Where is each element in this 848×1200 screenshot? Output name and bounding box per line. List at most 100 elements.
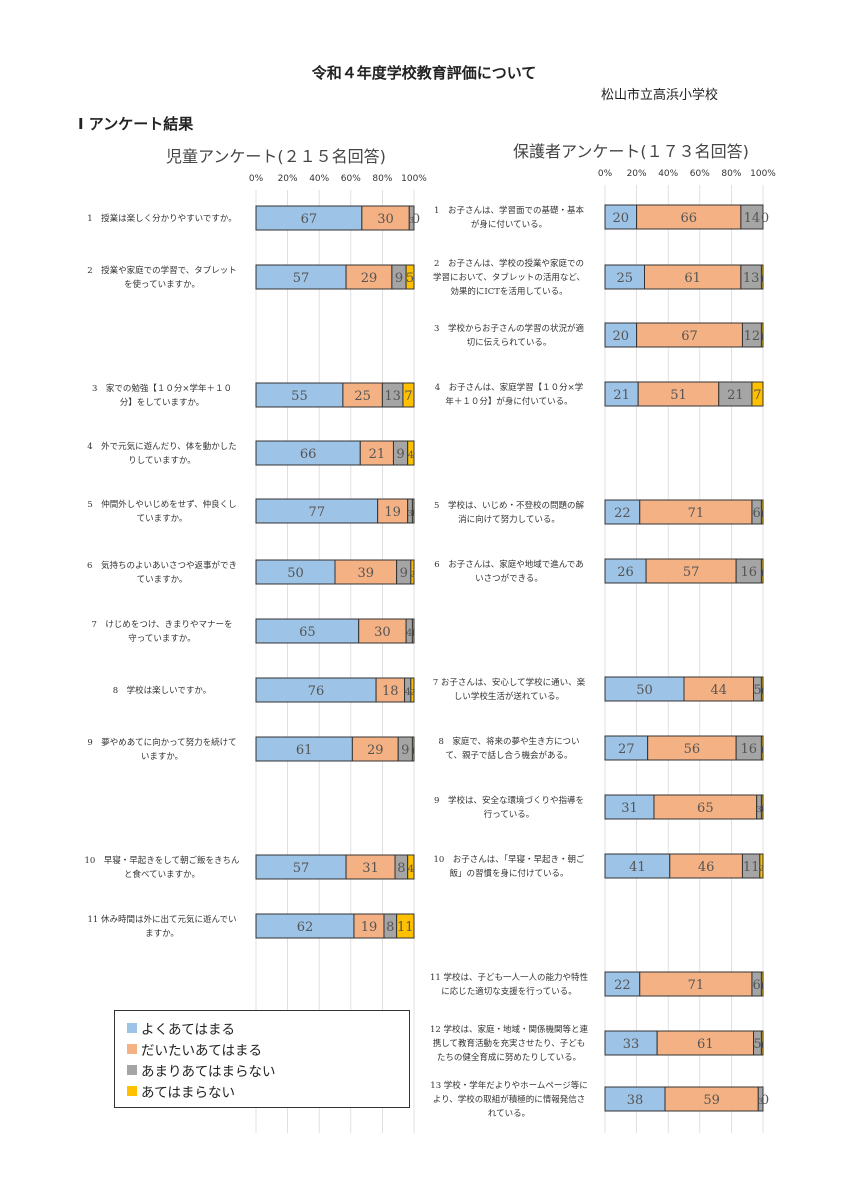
x-tick-label: 100% <box>750 169 776 179</box>
bar-segment <box>255 736 353 762</box>
question-label: 13 学校・学年だよりやホームページ等により、学校の取組が積極的に情報発信されて… <box>430 1080 587 1119</box>
data-label: 67 <box>301 212 318 227</box>
x-tick-label: 40% <box>658 169 678 179</box>
bar-row: 8 家庭で、将来の夢や生き方について、親子で話し合う機会がある。 27 56 16 1 <box>438 735 765 761</box>
legend-item-atehamaranai: あてはまらない <box>115 1080 409 1101</box>
data-label: 2 <box>410 688 415 697</box>
data-label: 5 <box>753 683 761 698</box>
bar-row: 1 授業は楽しく分かりやすいですか。 67 30 30 <box>87 205 420 231</box>
data-label: 1 <box>760 805 765 814</box>
question-label: 4 お子さんは、家庭学習【１０分×学年＋１０分】が身に付いている。 <box>435 382 584 407</box>
x-tick-label: 100% <box>401 174 427 184</box>
bar-segment <box>760 499 764 525</box>
data-label: 0 <box>761 1093 769 1108</box>
data-label: 16 <box>741 742 758 757</box>
bar-segment <box>604 499 641 525</box>
data-label: 55 <box>291 389 308 404</box>
data-label: 61 <box>684 271 701 286</box>
bar-segment <box>664 1086 759 1112</box>
bar-segment <box>636 204 742 230</box>
bar-row: 12 学校は、家庭・地域・関係機関等と連携して教育活動を充実させたり、子どもたち… <box>430 1024 765 1063</box>
data-label: 1 <box>760 569 765 578</box>
question-label: 6 気持ちのよいあいさつや返事ができていますか。 <box>87 560 237 585</box>
bar-segment <box>759 853 764 879</box>
data-label: 19 <box>384 505 401 520</box>
data-label: 13 <box>384 389 401 404</box>
data-label: 1 <box>411 747 416 756</box>
bar-segment <box>410 677 415 703</box>
bar-segment <box>407 854 415 880</box>
data-label: 21 <box>369 447 386 462</box>
bar-segment <box>604 322 638 348</box>
bar-row: 1 お子さんは、学習面での基礎・基本が身に付いている。 20 66 14 0 <box>434 204 769 230</box>
bar-segment <box>604 676 685 702</box>
data-label: 14 <box>744 211 761 226</box>
data-label: 76 <box>308 684 325 699</box>
data-label: 41 <box>629 860 646 875</box>
data-label: 1 <box>760 982 765 991</box>
bar-segment <box>411 736 415 762</box>
data-label: 7 <box>404 389 412 404</box>
x-tick-label: 0% <box>249 174 264 184</box>
question-label: 2 お子さんは、学校の授業や家庭での学習において、タブレットの活用など、効果的に… <box>433 258 585 297</box>
question-label: 11 学校は、子ども一人一人の能力や特性に応じた適切な支援を行っている。 <box>430 972 589 997</box>
data-label: 1 <box>760 687 765 696</box>
data-label: 3 <box>757 805 762 814</box>
bar-row: 10 早寝・早起きをして朝ご飯をきちんと食べていますか。 57 31 8 4 <box>84 854 415 880</box>
bar-row: 3 学校からお子さんの学習の状況が適切に伝えられている。 20 67 12 1 <box>434 322 765 348</box>
bar-segment <box>645 558 737 584</box>
question-label: 6 お子さんは、家庭や地域で進んであいさつができる。 <box>434 559 583 584</box>
data-label: 9 <box>395 271 403 286</box>
question-label: 12 学校は、家庭・地域・関係機関等と連携して教育活動を充実させたり、子どもたち… <box>430 1024 589 1063</box>
bar-row: 13 学校・学年だよりやホームページ等により、学校の取組が積極的に情報発信されて… <box>430 1080 769 1119</box>
parent-chart-group: 0% 20% 40% 60% 80% 100% 1 お子さんは、学習面での基礎・基本が身に付… <box>430 169 776 1133</box>
data-label: 57 <box>683 565 700 580</box>
x-tick-label: 0% <box>598 169 613 179</box>
data-label: 77 <box>309 505 326 520</box>
bar-row: 11 学校は、子ども一人一人の能力や特性に応じた適切な支援を行っている。 22 71… <box>430 971 765 997</box>
data-label: 66 <box>680 211 697 226</box>
bar-segment <box>669 853 743 879</box>
x-tick-label: 80% <box>721 169 741 179</box>
data-label: 12 <box>744 329 761 344</box>
bar-segment <box>735 558 762 584</box>
bar-segment <box>255 618 360 644</box>
bar-row: 11 休み時間は外に出て元気に遊んでいますか。 62 19 8 11 <box>87 913 415 939</box>
bar-segment <box>411 498 415 524</box>
data-label: 38 <box>627 1093 644 1108</box>
bar-segment <box>255 440 361 466</box>
legend-label: だいたいあてはまる <box>141 1042 262 1059</box>
data-label: 62 <box>297 920 314 935</box>
data-label: 1 <box>760 510 765 519</box>
x-tick-label: 40% <box>309 174 329 184</box>
bar-segment <box>255 264 347 290</box>
data-label: 22 <box>614 978 631 993</box>
data-label: 27 <box>618 742 635 757</box>
bar-row: 10 お子さんは、「早寝・早起き・朝ご飯」の習慣を身に付けている。 41 46 11 2 <box>433 853 764 879</box>
question-label: 1 お子さんは、学習面での基礎・基本が身に付いている。 <box>434 205 584 230</box>
question-label: 3 学校からお子さんの学習の状況が適切に伝えられている。 <box>434 323 584 348</box>
bar-row: 5 仲間外しやいじめをせず、仲良くしていますか。 77 19 31 <box>87 498 416 524</box>
legend-swatch <box>127 1043 137 1054</box>
bar-segment <box>639 971 753 997</box>
bar-segment <box>644 264 742 290</box>
data-label: 1 <box>760 746 765 755</box>
data-label: 59 <box>703 1093 720 1108</box>
x-tick-label: 20% <box>278 174 298 184</box>
bar-segment <box>760 971 764 997</box>
bar-segment <box>377 498 409 524</box>
parent-chart-title: 保護者アンケート(１７３名回答) <box>513 142 749 161</box>
data-label: 20 <box>613 329 630 344</box>
question-label: 8 学校は楽しいですか。 <box>113 685 211 696</box>
data-label: 3 <box>409 216 414 225</box>
bar-segment <box>760 558 764 584</box>
question-label: 7 お子さんは、安心して学校に通い、楽しい学校生活が送れている。 <box>433 677 586 702</box>
bar-segment <box>604 971 641 997</box>
data-label: 18 <box>382 684 399 699</box>
bar-segment <box>353 913 385 939</box>
data-label: 6 <box>753 978 761 993</box>
bar-row: 5 学校は、いじめ・不登校の問題の解消に向けて努力している。 22 71 61 <box>434 499 765 525</box>
legend-item-amari: あまりあてはまらない <box>115 1059 409 1080</box>
bar-segment <box>683 676 755 702</box>
data-label: 50 <box>287 566 304 581</box>
